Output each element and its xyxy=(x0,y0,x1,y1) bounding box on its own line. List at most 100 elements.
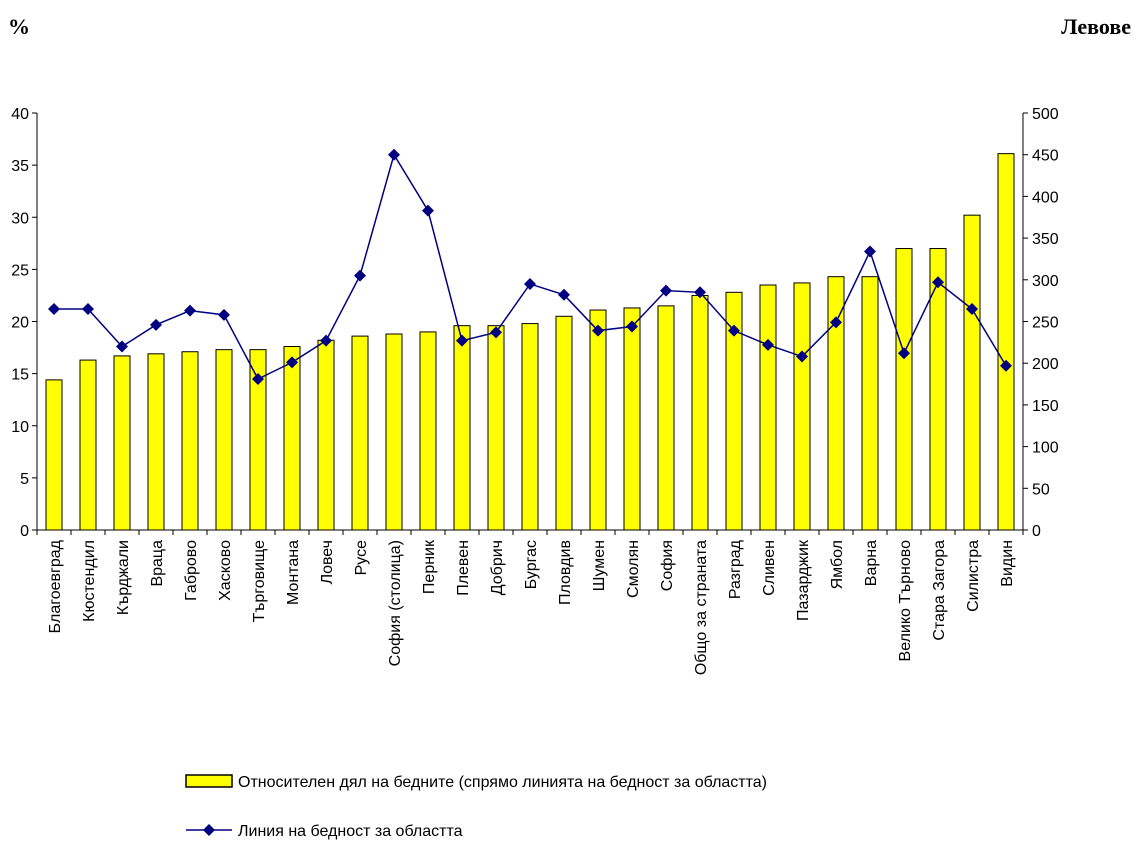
line-marker xyxy=(898,347,910,360)
line-marker xyxy=(82,302,94,315)
bar xyxy=(147,353,165,531)
legend: Относителен дял на бедните (спрямо линия… xyxy=(185,774,767,840)
category-label: Русе xyxy=(353,540,370,575)
bar xyxy=(623,307,641,531)
line-marker xyxy=(150,318,162,331)
bar xyxy=(317,339,335,531)
line-marker xyxy=(830,316,842,329)
category-label: Добрич xyxy=(489,540,506,595)
category-label: Ловеч xyxy=(319,540,336,584)
left-tick-label: 35 xyxy=(11,158,29,175)
category-label: Бургас xyxy=(523,540,540,589)
bar xyxy=(555,315,573,531)
right-tick-label: 300 xyxy=(1032,273,1059,290)
right-tick-label: 400 xyxy=(1032,189,1059,206)
bar xyxy=(929,248,947,531)
category-label: София (столица) xyxy=(387,540,404,666)
line-marker xyxy=(320,334,332,347)
right-tick-label: 250 xyxy=(1032,315,1059,332)
category-label: Разград xyxy=(727,539,744,599)
bar xyxy=(419,331,437,531)
line-marker xyxy=(626,320,638,333)
bar xyxy=(113,355,131,531)
bar xyxy=(691,294,709,531)
line-marker xyxy=(796,350,808,363)
right-tick-label: 450 xyxy=(1032,148,1059,165)
line-marker xyxy=(932,276,944,289)
left-tick-label: 0 xyxy=(20,523,29,540)
right-tick-label: 100 xyxy=(1032,440,1059,457)
bar xyxy=(351,335,369,531)
bar xyxy=(997,153,1015,531)
bar xyxy=(45,379,63,531)
bar xyxy=(453,325,471,531)
left-axis-unit-label: % xyxy=(8,14,30,39)
category-label: Шумен xyxy=(591,540,608,591)
bar xyxy=(521,323,539,531)
line-marker xyxy=(864,245,876,258)
line-marker xyxy=(524,277,536,290)
category-label: Силистра xyxy=(965,540,982,612)
legend-bar-swatch xyxy=(185,774,233,788)
line-marker xyxy=(252,373,264,386)
category-label: Търговище xyxy=(251,540,268,622)
left-axis-ticks: 0 5 10 15 20 25 30 35 40 xyxy=(11,106,37,540)
right-tick-label: 500 xyxy=(1032,106,1059,123)
legend-bar-label: Относителен дял на бедните (спрямо линия… xyxy=(238,774,767,791)
bar-series xyxy=(45,153,1015,531)
bar xyxy=(963,214,981,531)
category-label: Пловдив xyxy=(557,540,574,605)
category-label: Монтана xyxy=(285,540,302,605)
bar xyxy=(79,359,97,531)
right-tick-label: 0 xyxy=(1032,523,1041,540)
bar xyxy=(385,333,403,531)
right-tick-label: 350 xyxy=(1032,231,1059,248)
legend-line-label: Линия на бедност за областта xyxy=(238,823,463,840)
bar xyxy=(759,284,777,531)
legend-item-line: Линия на бедност за областта xyxy=(186,823,463,840)
bar xyxy=(793,282,811,531)
line-marker xyxy=(728,324,740,337)
left-tick-label: 30 xyxy=(11,210,29,227)
line-marker xyxy=(422,204,434,217)
line-marker xyxy=(388,148,400,161)
category-label: Варна xyxy=(863,540,880,586)
left-tick-label: 40 xyxy=(11,106,29,123)
category-label: Пазарджик xyxy=(795,539,812,621)
bar xyxy=(861,276,879,531)
category-label: София xyxy=(659,540,676,591)
line-marker xyxy=(286,356,298,369)
left-tick-label: 5 xyxy=(20,471,29,488)
right-axis-unit-label: Левове xyxy=(1061,14,1131,39)
bar xyxy=(589,309,607,531)
line-series xyxy=(48,148,1012,386)
category-labels: Благоевград Кюстендил Кърджали Враца Габрово… xyxy=(47,539,1016,675)
line-marker xyxy=(116,340,128,353)
right-tick-label: 200 xyxy=(1032,356,1059,373)
line-marker xyxy=(354,269,366,282)
category-label: Стара Загора xyxy=(931,540,948,641)
line-marker xyxy=(1000,359,1012,372)
category-label: Кюстендил xyxy=(81,540,98,622)
line-marker xyxy=(48,302,60,315)
category-label: Кърджали xyxy=(115,540,132,615)
left-tick-label: 25 xyxy=(11,262,29,279)
left-tick-label: 15 xyxy=(11,367,29,384)
bar xyxy=(895,248,913,531)
category-label: Сливен xyxy=(761,540,778,596)
category-label: Хасково xyxy=(217,540,234,601)
line-marker xyxy=(592,324,604,337)
line-marker xyxy=(558,288,570,301)
bar xyxy=(827,276,845,531)
bar xyxy=(181,351,199,531)
bar xyxy=(283,346,301,531)
category-label: Общо за страната xyxy=(693,540,710,675)
line-marker xyxy=(694,286,706,299)
category-label: Видин xyxy=(999,540,1016,587)
category-label: Ямбол xyxy=(829,540,846,589)
right-tick-label: 150 xyxy=(1032,398,1059,415)
line-marker xyxy=(762,338,774,351)
legend-item-bars: Относителен дял на бедните (спрямо линия… xyxy=(185,774,767,791)
category-label: Габрово xyxy=(183,540,200,601)
